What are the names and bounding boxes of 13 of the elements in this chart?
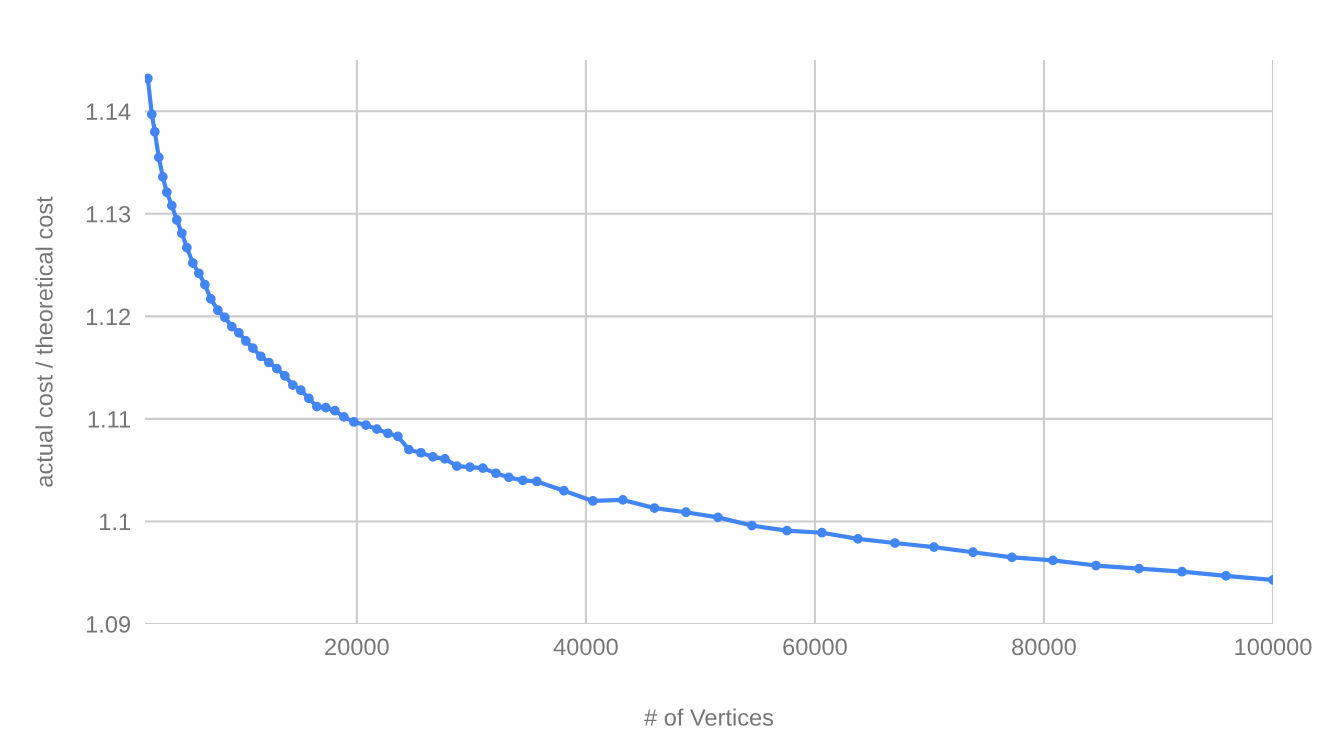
x-tick-label: 100000	[1235, 638, 1312, 656]
y-axis-title: actual cost / theoretical cost	[35, 196, 53, 487]
y-tick-label: 1.1	[100, 513, 130, 531]
y-tick-label: 1.12	[86, 308, 130, 325]
y-tick-label: 1.11	[88, 411, 130, 428]
x-tick-label: 20000	[325, 638, 389, 656]
y-tick-label: 1.14	[86, 103, 131, 120]
x-tick-label: 40000	[553, 638, 618, 656]
x-tick-label: 80000	[1012, 638, 1076, 656]
x-axis-title: # of Vertices	[644, 708, 774, 726]
y-tick-label: 1.13	[86, 205, 131, 223]
y-tick-label: 1.09	[86, 616, 130, 633]
x-tick-label: 60000	[783, 638, 847, 656]
